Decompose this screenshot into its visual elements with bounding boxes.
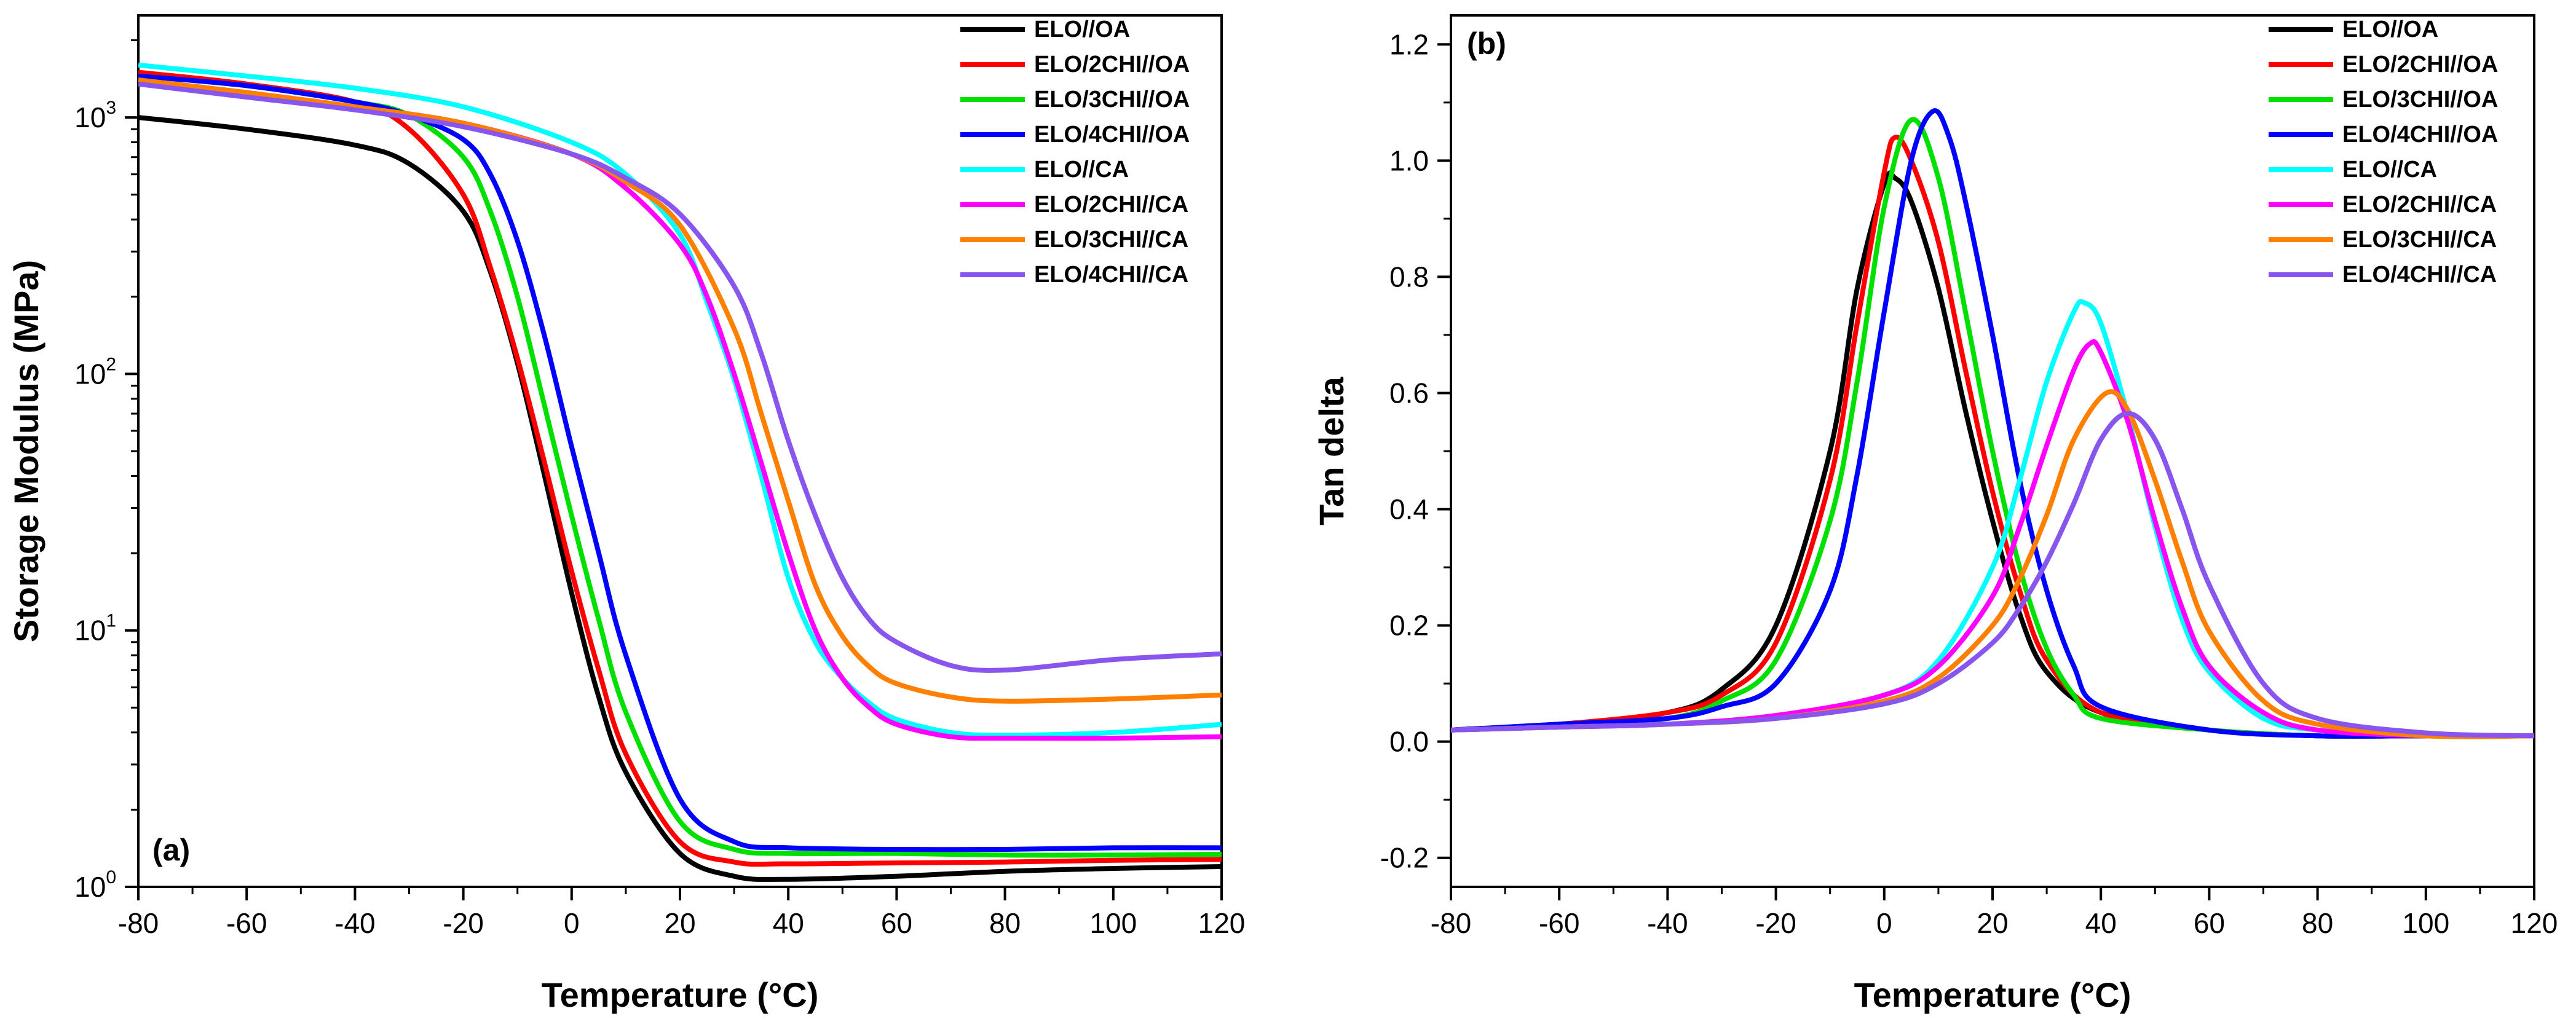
x-tick-label: 40 (773, 907, 804, 939)
x-tick-label: -60 (1539, 907, 1579, 939)
legend-label: ELO/2CHI//OA (2342, 52, 2498, 77)
panel-b-chart: -80 -60 -40 -20 0 20 40 60 80 100 120 -0.2 0.0 0.2 0.4… (1312, 14, 2558, 1014)
x-tick-label: -80 (118, 907, 159, 939)
y-tick-label: 0.4 (1389, 494, 1429, 525)
panel-label: (a) (152, 833, 190, 867)
y-tick-label: 0.8 (1389, 261, 1429, 293)
series-line (138, 77, 1222, 704)
legend-label: ELO/4CHI//CA (1034, 262, 1188, 288)
y-tick-label: 103 (74, 98, 116, 133)
y-tick-label: 0.0 (1389, 726, 1429, 758)
x-tick-label: 80 (989, 907, 1021, 939)
x-tick-label: 80 (2302, 907, 2333, 939)
x-axis-title: Temperature (°C) (542, 975, 819, 1014)
series-group (138, 62, 1222, 882)
legend-label: ELO/3CHI//OA (1034, 87, 1190, 112)
legend-label: ELO/3CHI//OA (2342, 87, 2498, 112)
legend-label: ELO/4CHI//OA (1034, 122, 1190, 148)
y-tick-label: 1.2 (1389, 28, 1429, 60)
y-tick-label: 102 (74, 354, 116, 390)
series-line (1451, 339, 2534, 739)
y-tick-label: 100 (74, 867, 116, 903)
legend-label: ELO//OA (2342, 17, 2438, 42)
x-tick-label: 100 (1089, 907, 1137, 939)
y-axis-title: Storage Modulus (MPa) (7, 260, 45, 642)
x-tick-label: 60 (2194, 907, 2225, 939)
x-tick-label: -20 (443, 907, 483, 939)
legend: ELO//OA ELO/2CHI//OA ELO/3CHI//OA ELO/4CHI/… (960, 17, 1190, 288)
y-axis-title: Tan delta (1312, 376, 1351, 525)
x-tick-label: -20 (1755, 907, 1796, 939)
y-tick-label: 0.6 (1389, 377, 1429, 409)
x-tick-label: -40 (334, 907, 375, 939)
y-tick-label: -0.2 (1380, 842, 1429, 874)
x-tick-label: 100 (2402, 907, 2449, 939)
y-tick-label: 1.0 (1389, 144, 1429, 176)
panel-label: (b) (1467, 26, 1506, 61)
series-group (1451, 108, 2534, 739)
legend-label: ELO//CA (1034, 157, 1129, 183)
series-line (138, 115, 1222, 882)
x-tick-label: -40 (1647, 907, 1688, 939)
legend-label: ELO/4CHI//OA (2342, 122, 2498, 148)
legend-label: ELO/3CHI//CA (1034, 227, 1188, 253)
panel-a-chart: -80 -60 -40 -20 0 20 40 60 80 100 120 100 101 102 103 T… (7, 14, 1246, 1014)
x-tick-label: -60 (226, 907, 267, 939)
x-tick-label: 0 (564, 907, 580, 939)
legend-label: ELO/3CHI//CA (2342, 227, 2497, 253)
x-tick-label: 40 (2085, 907, 2117, 939)
x-tick-label: 20 (1977, 907, 2008, 939)
legend-label: ELO//OA (1034, 17, 1130, 42)
series-line (138, 69, 1222, 867)
y-tick-label: 0.2 (1389, 610, 1429, 642)
legend-label: ELO/2CHI//CA (2342, 192, 2497, 218)
x-tick-label: 120 (1198, 907, 1246, 939)
series-line (1451, 108, 2534, 739)
x-tick-label: 60 (881, 907, 912, 939)
legend-label: ELO//CA (2342, 157, 2437, 183)
x-tick-label: -80 (1431, 907, 1471, 939)
legend-label: ELO/4CHI//CA (2342, 262, 2497, 288)
series-line (1451, 411, 2534, 739)
legend-label: ELO/2CHI//CA (1034, 192, 1188, 218)
y-tick-label: 101 (74, 611, 116, 647)
legend-label: ELO/2CHI//OA (1034, 52, 1190, 77)
series-line (138, 81, 1222, 673)
legend: ELO//OA ELO/2CHI//OA ELO/3CHI//OA ELO/4CHI/… (2269, 17, 2498, 288)
x-tick-label: 20 (664, 907, 695, 939)
x-tick-label: 120 (2511, 907, 2558, 939)
x-axis-title: Temperature (°C) (1854, 975, 2132, 1014)
x-tick-label: 0 (1876, 907, 1892, 939)
